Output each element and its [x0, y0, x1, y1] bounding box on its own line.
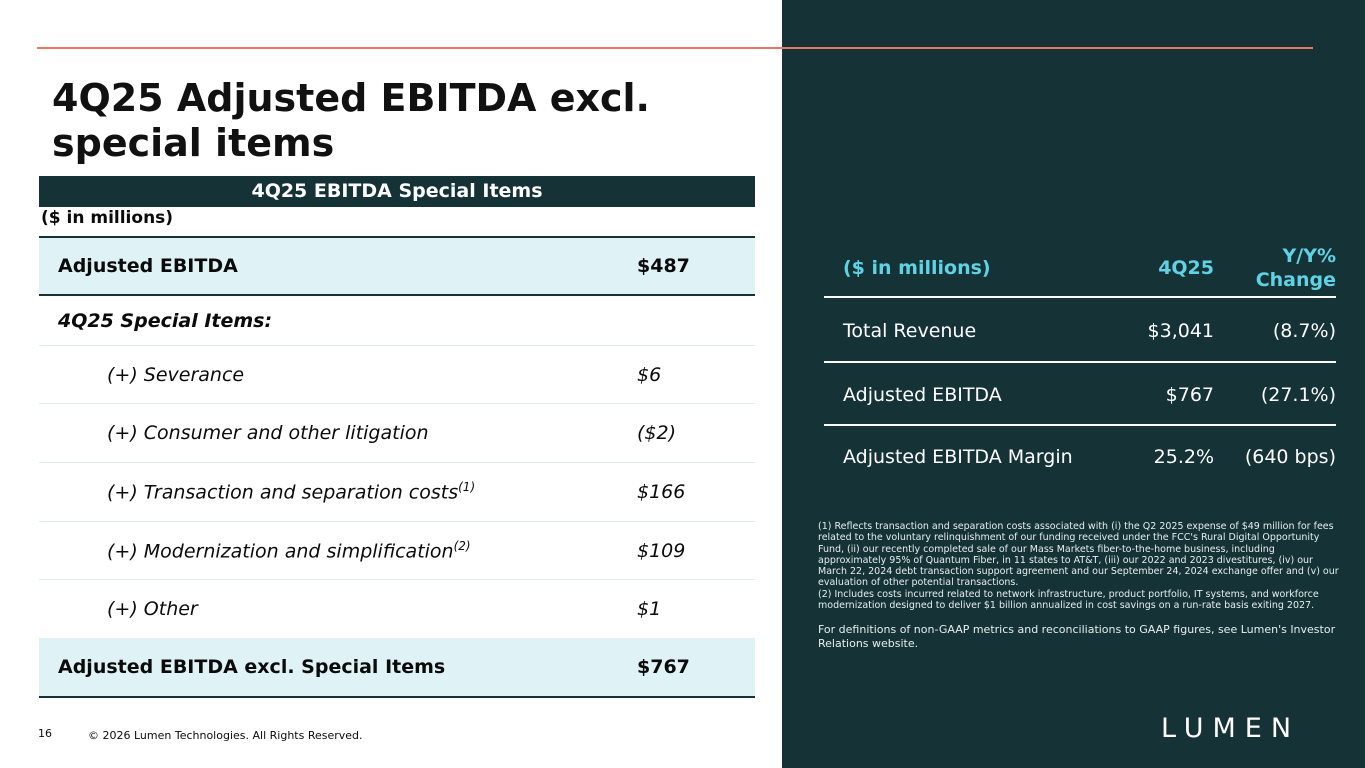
table-row-litigation: (+) Consumer and other litigation ($2)	[39, 404, 755, 463]
table-row-transaction-costs: (+) Transaction and separation costs(1) …	[39, 463, 755, 522]
row-value: ($2)	[637, 422, 677, 444]
title-line-1: 4Q25 Adjusted EBITDA excl.	[52, 76, 650, 120]
summary-row-change: (8.7%)	[1272, 319, 1336, 342]
footnote-2: (2) Includes costs incurred related to n…	[818, 588, 1319, 612]
summary-row-ebitda-margin: Adjusted EBITDA Margin 25.2% (640 bps)	[824, 428, 1336, 486]
title-line-2: special items	[52, 121, 335, 165]
accent-divider	[37, 47, 1313, 49]
page-title: 4Q25 Adjusted EBITDA excl. special items	[52, 76, 752, 166]
summary-row-label: Total Revenue	[843, 319, 977, 342]
summary-row-label: Adjusted EBITDA Margin	[843, 446, 1073, 468]
row-label: (+) Other	[107, 598, 198, 620]
row-label-text: (+) Modernization and simplification	[107, 540, 454, 563]
summary-row-total-revenue: Total Revenue $3,041 (8.7%)	[824, 300, 1336, 363]
definitions-note: For definitions of non-GAAP metrics and …	[818, 623, 1336, 650]
footnotes: (1) Reflects transaction and separation …	[818, 521, 1340, 611]
table-row-adjusted-ebitda-excl: Adjusted EBITDA excl. Special Items $767	[39, 638, 755, 698]
unit-label: ($ in millions)	[41, 208, 174, 228]
summary-row-adjusted-ebitda: Adjusted EBITDA $767 (27.1%)	[824, 365, 1336, 426]
footnote-marker: (1)	[458, 480, 476, 495]
lumen-logo: LUMEN	[1161, 713, 1301, 744]
summary-row-change: (640 bps)	[1244, 446, 1336, 468]
row-label: (+) Modernization and simplification(2)	[39, 539, 637, 562]
copyright-text: © 2026 Lumen Technologies. All Rights Re…	[88, 729, 363, 742]
row-value: $6	[637, 363, 662, 386]
table-row-adjusted-ebitda: Adjusted EBITDA $487	[39, 236, 755, 296]
table-row-special-items-heading: 4Q25 Special Items:	[39, 296, 755, 346]
summary-row-value: $3,041	[1147, 319, 1214, 342]
row-value: $487	[637, 255, 690, 277]
summary-col-label-header: ($ in millions)	[843, 257, 991, 279]
table-row-other: (+) Other $1	[39, 580, 755, 638]
summary-table-header: ($ in millions) 4Q25 Y/Y% Change	[824, 240, 1336, 298]
row-label: (+) Severance	[107, 363, 245, 386]
summary-col-change-header: Y/Y% Change	[1214, 244, 1336, 292]
special-items-table-header: 4Q25 EBITDA Special Items	[39, 176, 755, 207]
row-value: $767	[637, 656, 690, 678]
table-row-severance: (+) Severance $6	[39, 346, 755, 404]
table-row-modernization: (+) Modernization and simplification(2) …	[39, 522, 755, 580]
row-label: (+) Transaction and separation costs(1)	[39, 480, 637, 503]
row-label: Adjusted EBITDA excl. Special Items	[58, 656, 446, 678]
summary-row-label: Adjusted EBITDA	[843, 383, 1002, 406]
row-value: $1	[637, 598, 662, 620]
summary-row-change: (27.1%)	[1260, 383, 1336, 406]
change-header-line-2: Change	[1255, 269, 1336, 291]
summary-col-4q25-header: 4Q25	[1158, 257, 1214, 279]
summary-row-value: $767	[1165, 383, 1214, 406]
row-label: (+) Consumer and other litigation	[107, 422, 429, 444]
footnote-marker: (2)	[453, 538, 471, 553]
row-label: 4Q25 Special Items:	[58, 309, 273, 332]
row-value: $166	[637, 481, 686, 503]
row-value: $109	[637, 539, 686, 562]
row-label: Adjusted EBITDA	[58, 255, 238, 277]
page-number: 16	[38, 727, 52, 740]
summary-row-value: 25.2%	[1153, 446, 1214, 468]
change-header-line-1: Y/Y%	[1282, 245, 1337, 267]
right-panel	[782, 0, 1365, 768]
footnote-1: (1) Reflects transaction and separation …	[818, 521, 1339, 589]
row-label-text: (+) Transaction and separation costs	[107, 481, 459, 504]
